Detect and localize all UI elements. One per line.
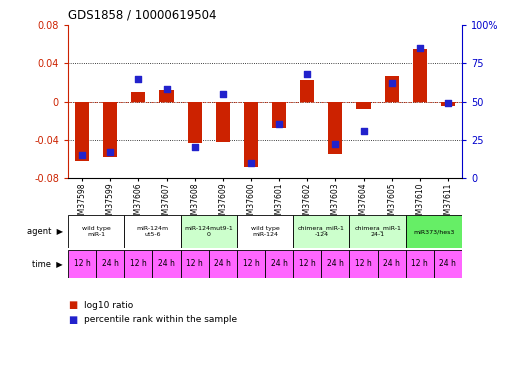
Point: [388, 80, 396, 86]
Text: miR373/hes3: miR373/hes3: [413, 229, 455, 234]
Bar: [384, 76, 399, 102]
Text: 24 h: 24 h: [158, 260, 175, 268]
Bar: [216, 102, 230, 142]
Bar: [406, 215, 462, 248]
Bar: [406, 250, 434, 278]
Text: 24 h: 24 h: [383, 260, 400, 268]
Bar: [96, 250, 124, 278]
Bar: [209, 250, 237, 278]
Bar: [272, 102, 286, 128]
Bar: [124, 215, 181, 248]
Bar: [153, 250, 181, 278]
Text: 12 h: 12 h: [130, 260, 147, 268]
Text: 24 h: 24 h: [102, 260, 119, 268]
Point: [416, 45, 424, 51]
Point: [247, 160, 255, 166]
Bar: [321, 250, 350, 278]
Point: [275, 122, 284, 128]
Bar: [75, 102, 89, 161]
Text: log10 ratio: log10 ratio: [84, 300, 133, 309]
Point: [331, 141, 340, 147]
Bar: [328, 102, 342, 154]
Point: [78, 152, 86, 158]
Point: [134, 75, 143, 81]
Bar: [356, 102, 371, 109]
Point: [444, 100, 452, 106]
Bar: [378, 250, 406, 278]
Text: 24 h: 24 h: [439, 260, 456, 268]
Text: ■: ■: [68, 315, 77, 325]
Bar: [244, 102, 258, 166]
Point: [303, 71, 312, 77]
Text: time  ▶: time ▶: [32, 260, 63, 268]
Bar: [68, 215, 124, 248]
Bar: [434, 250, 462, 278]
Text: 12 h: 12 h: [299, 260, 316, 268]
Bar: [181, 215, 237, 248]
Text: ■: ■: [68, 300, 77, 310]
Bar: [350, 250, 378, 278]
Bar: [237, 250, 265, 278]
Text: miR-124m
ut5-6: miR-124m ut5-6: [136, 226, 168, 237]
Bar: [300, 81, 314, 102]
Bar: [237, 215, 293, 248]
Bar: [413, 49, 427, 102]
Text: 12 h: 12 h: [74, 260, 90, 268]
Bar: [131, 92, 145, 102]
Text: agent  ▶: agent ▶: [27, 227, 63, 236]
Text: 12 h: 12 h: [242, 260, 259, 268]
Point: [359, 128, 367, 134]
Text: miR-124mut9-1
0: miR-124mut9-1 0: [184, 226, 233, 237]
Text: wild type
miR-1: wild type miR-1: [82, 226, 110, 237]
Text: GDS1858 / 10000619504: GDS1858 / 10000619504: [68, 8, 216, 21]
Text: 24 h: 24 h: [327, 260, 344, 268]
Bar: [293, 215, 350, 248]
Text: chimera_miR-1
24-1: chimera_miR-1 24-1: [354, 226, 401, 237]
Bar: [103, 102, 117, 157]
Bar: [350, 215, 406, 248]
Point: [106, 149, 115, 155]
Bar: [159, 90, 174, 102]
Text: wild type
miR-124: wild type miR-124: [251, 226, 279, 237]
Bar: [265, 250, 293, 278]
Text: 24 h: 24 h: [214, 260, 231, 268]
Text: percentile rank within the sample: percentile rank within the sample: [84, 315, 237, 324]
Text: 12 h: 12 h: [411, 260, 428, 268]
Text: 24 h: 24 h: [271, 260, 288, 268]
Text: chimera_miR-1
-124: chimera_miR-1 -124: [298, 226, 345, 237]
Bar: [187, 102, 202, 142]
Bar: [68, 250, 96, 278]
Point: [219, 91, 227, 97]
Point: [191, 144, 199, 150]
Bar: [181, 250, 209, 278]
Bar: [293, 250, 321, 278]
Bar: [441, 102, 455, 106]
Text: 12 h: 12 h: [186, 260, 203, 268]
Text: 12 h: 12 h: [355, 260, 372, 268]
Point: [162, 86, 171, 92]
Bar: [124, 250, 153, 278]
